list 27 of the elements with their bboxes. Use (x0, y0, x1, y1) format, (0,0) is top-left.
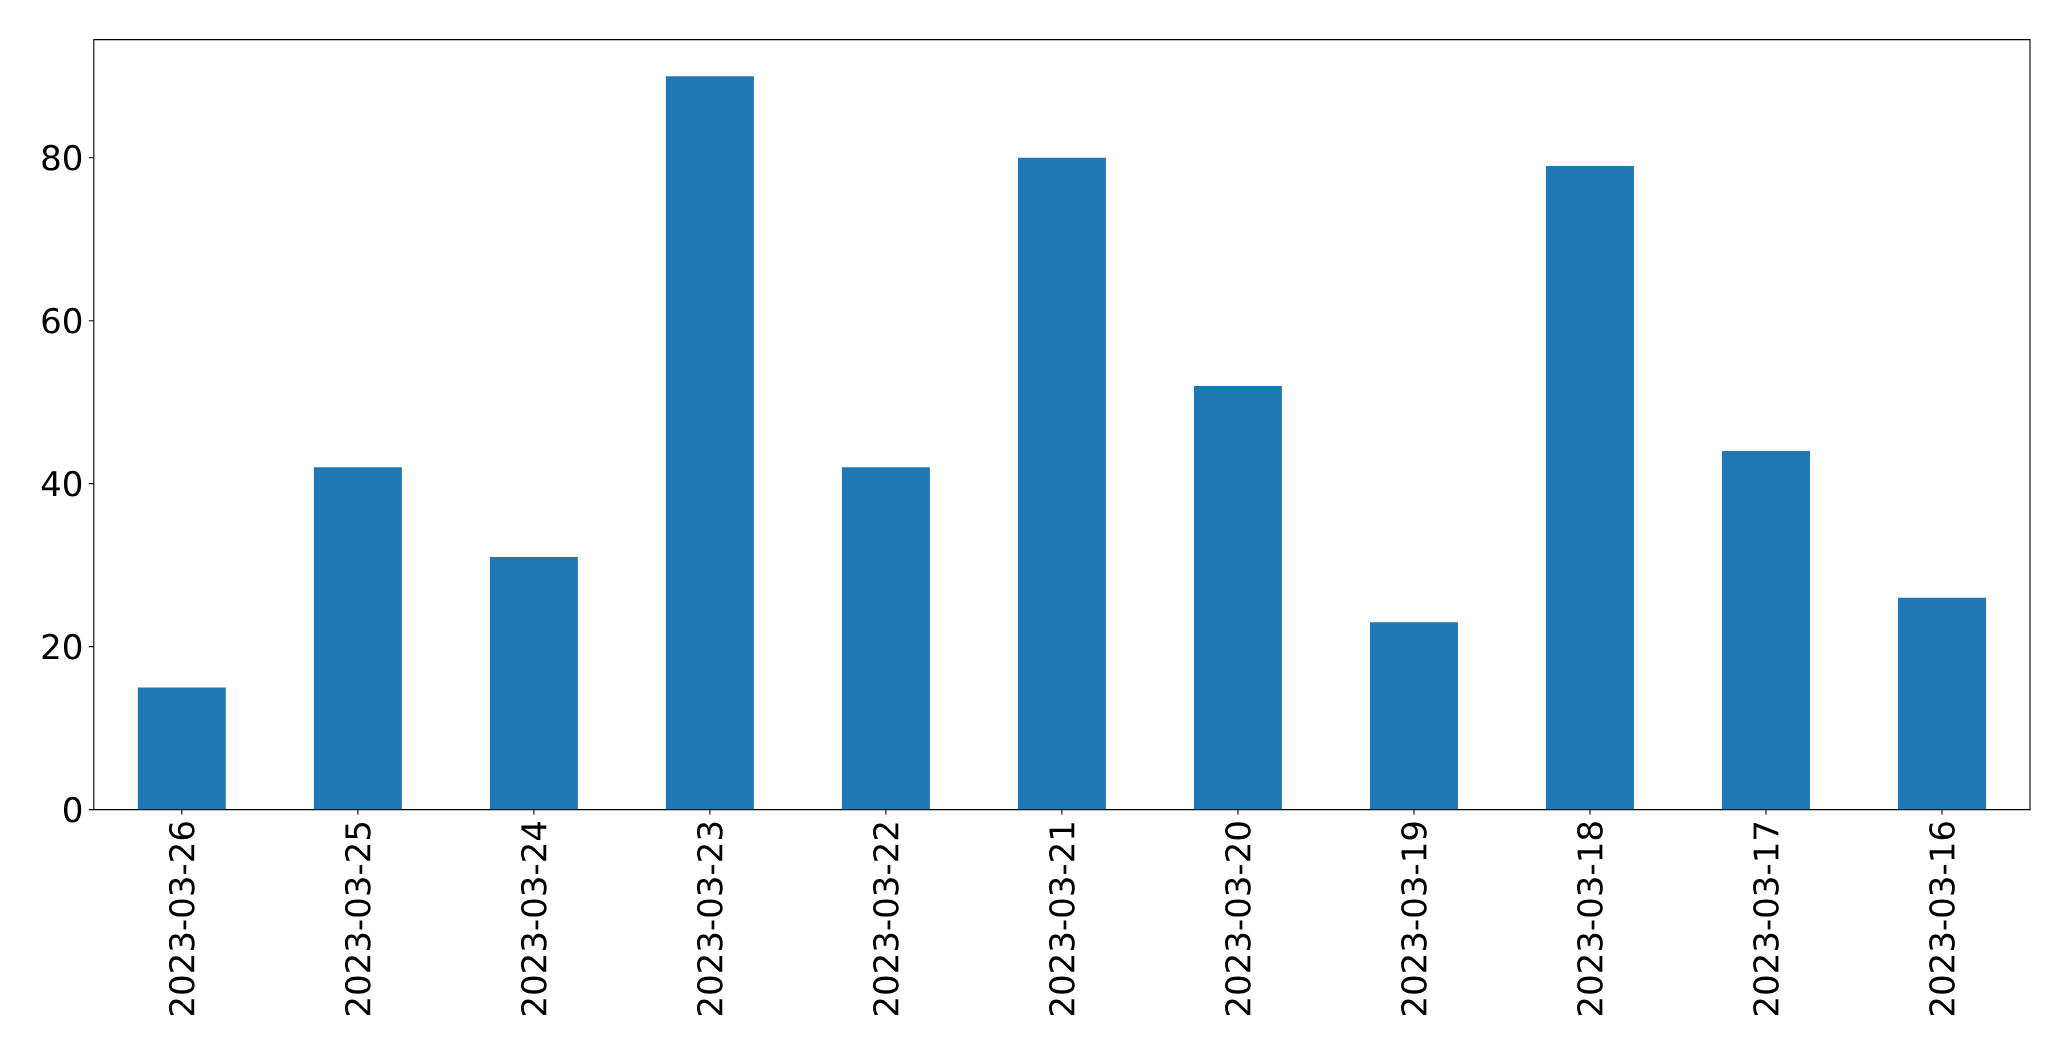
x-tick-label: 2023-03-24 (520, 821, 547, 1016)
bar (1545, 165, 1634, 810)
y-tick-label: 20 (42, 633, 82, 660)
bar (313, 467, 402, 810)
x-tick-label: 2023-03-16 (1929, 822, 1955, 1016)
y-tick-label: 80 (42, 144, 82, 171)
x-tick-label: 2023-03-19 (1401, 822, 1427, 1016)
x-tick-label: 2023-03-18 (1577, 822, 1603, 1016)
bar (841, 467, 930, 810)
x-tick-label: 2023-03-17 (1753, 822, 1779, 1016)
x-tick-label: 2023-03-23 (697, 822, 723, 1016)
y-tick-label: 60 (42, 307, 82, 334)
x-tick-label: 2023-03-22 (873, 823, 899, 1016)
x-tick-label: 2023-03-20 (1225, 822, 1251, 1016)
bar (1369, 622, 1458, 810)
bar (1193, 385, 1282, 810)
bar (489, 557, 578, 810)
bar (137, 687, 226, 810)
y-tick-label: 0 (64, 796, 82, 823)
bar (1898, 597, 1987, 810)
bar (665, 76, 754, 810)
bar (1721, 451, 1810, 810)
bar (1017, 157, 1106, 810)
x-tick-label: 2023-03-21 (1049, 823, 1075, 1016)
y-tick-label: 40 (41, 470, 82, 497)
x-tick-label: 2023-03-26 (168, 822, 195, 1016)
x-tick-label: 2023-03-25 (344, 823, 371, 1016)
